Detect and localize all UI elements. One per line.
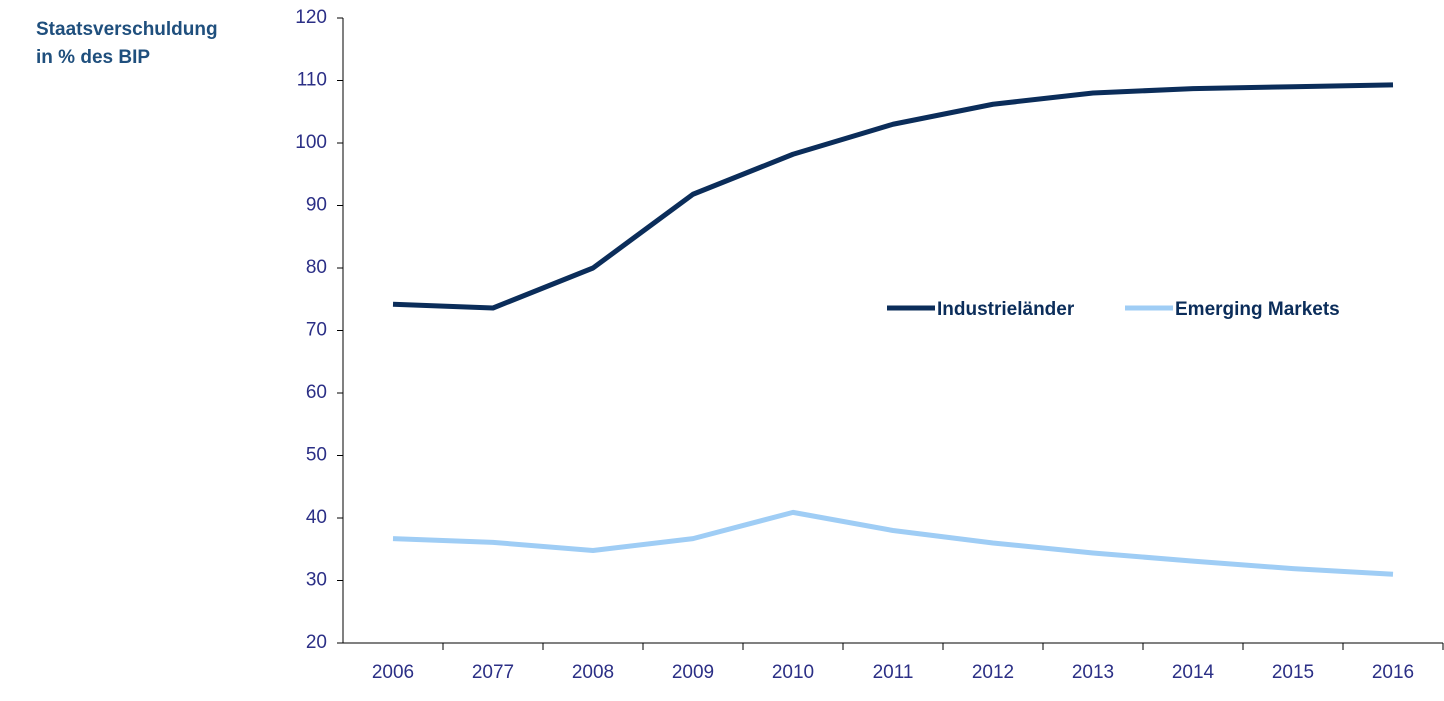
y-tick-label: 70 (306, 320, 327, 341)
x-tick-label: 2010 (772, 662, 814, 683)
y-tick-label: 20 (306, 632, 327, 653)
x-tick-label: 2009 (672, 662, 714, 683)
chart-subtitle: in % des BIP (36, 47, 150, 68)
x-tick-label: 2012 (972, 662, 1014, 683)
x-tick-label: 2013 (1072, 662, 1114, 683)
y-tick-label: 40 (306, 507, 327, 528)
y-tick-label: 90 (306, 195, 327, 216)
legend-label: Industrieländer (937, 299, 1075, 320)
y-tick-label: 30 (306, 570, 327, 591)
y-tick-label: 60 (306, 382, 327, 403)
x-tick-label: 2011 (873, 662, 914, 683)
x-tick-label: 2014 (1172, 662, 1215, 683)
series-line (392, 82, 1394, 311)
x-tick-label: 2016 (1372, 662, 1414, 683)
x-tick-label: 2077 (472, 662, 514, 683)
y-tick-label: 80 (306, 257, 327, 278)
legend-label: Emerging Markets (1175, 299, 1340, 320)
y-tick-label: 120 (295, 7, 327, 28)
x-tick-label: 2006 (372, 662, 414, 683)
x-tick-label: 2015 (1272, 662, 1314, 683)
chart-title: Staatsverschuldung (36, 19, 218, 40)
series-line (392, 509, 1394, 577)
y-tick-label: 100 (295, 132, 327, 153)
y-tick-label: 50 (306, 445, 327, 466)
y-tick-label: 110 (297, 70, 327, 91)
x-tick-label: 2008 (572, 662, 614, 683)
